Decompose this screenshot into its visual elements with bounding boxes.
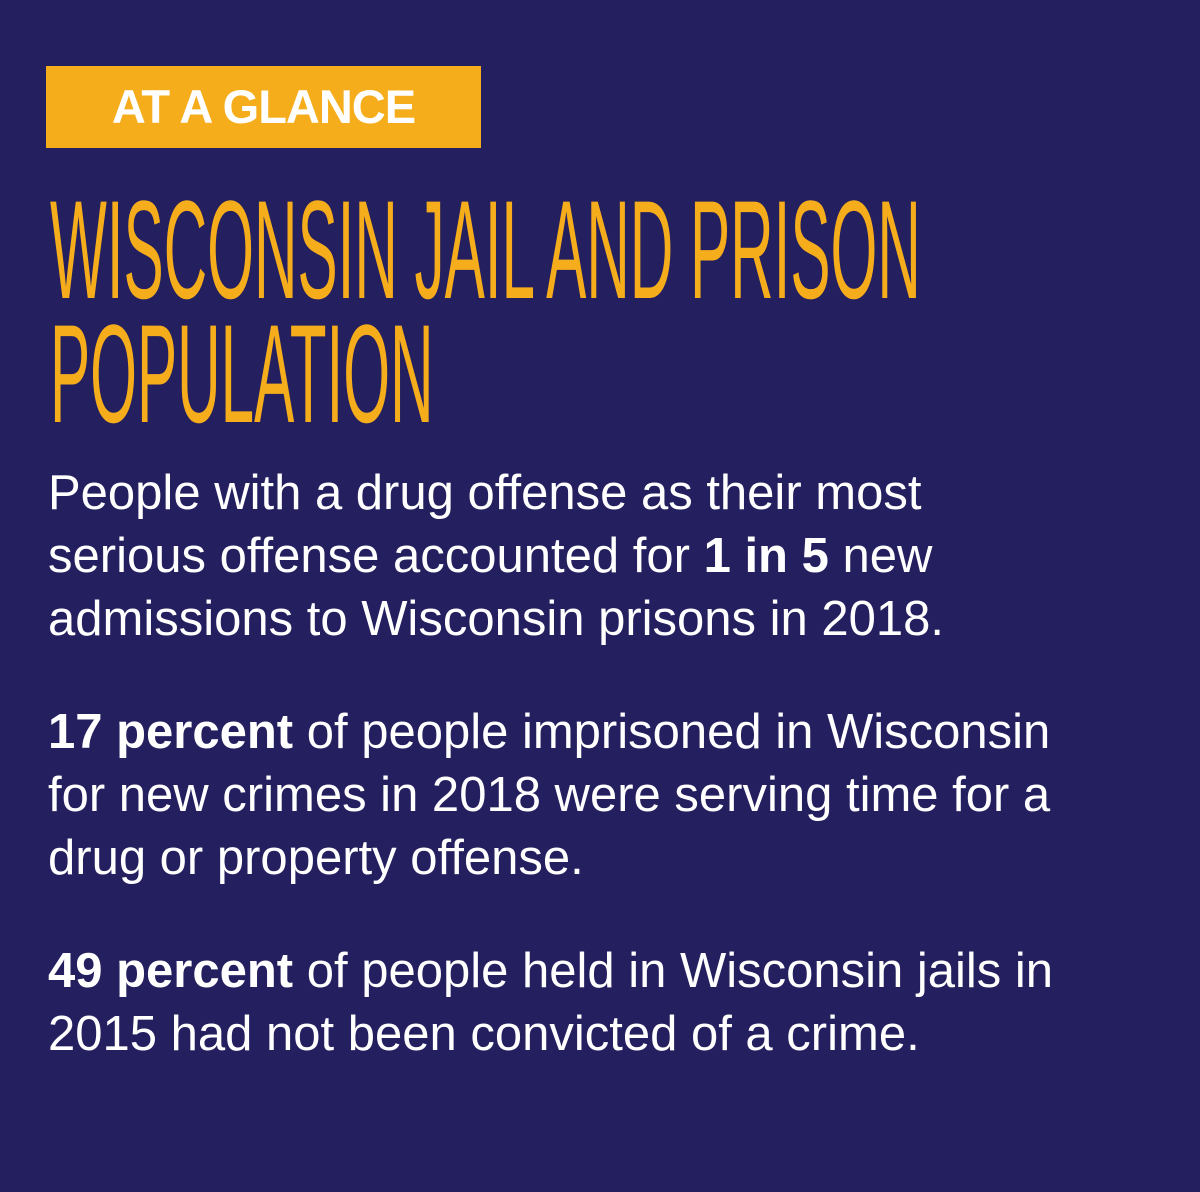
- fact-highlight: 1 in 5: [703, 529, 829, 583]
- fact: People with a drug offense as their most…: [48, 462, 1078, 651]
- fact: 17 percent of people imprisoned in Wisco…: [48, 701, 1078, 890]
- fact-text: new admissions to Wisconsin prisons in 2…: [48, 529, 945, 646]
- badge: AT A GLANCE: [46, 66, 481, 148]
- fact-text: of people held in Wisconsin jails in 201…: [48, 944, 1054, 1061]
- fact: 49 percent of people held in Wisconsin j…: [48, 940, 1078, 1066]
- facts: People with a drug offense as their most…: [48, 462, 1078, 1116]
- title-line: WISCONSIN JAIL AND PRISON: [50, 171, 921, 328]
- fact-highlight: 49 percent: [48, 944, 294, 998]
- fact-text: People with a drug offense as their most…: [48, 466, 922, 583]
- title-line: POPULATION: [50, 295, 434, 452]
- fact-text: of people imprisoned in Wisconsin for ne…: [48, 705, 1051, 885]
- fact-highlight: 17 percent: [48, 705, 294, 759]
